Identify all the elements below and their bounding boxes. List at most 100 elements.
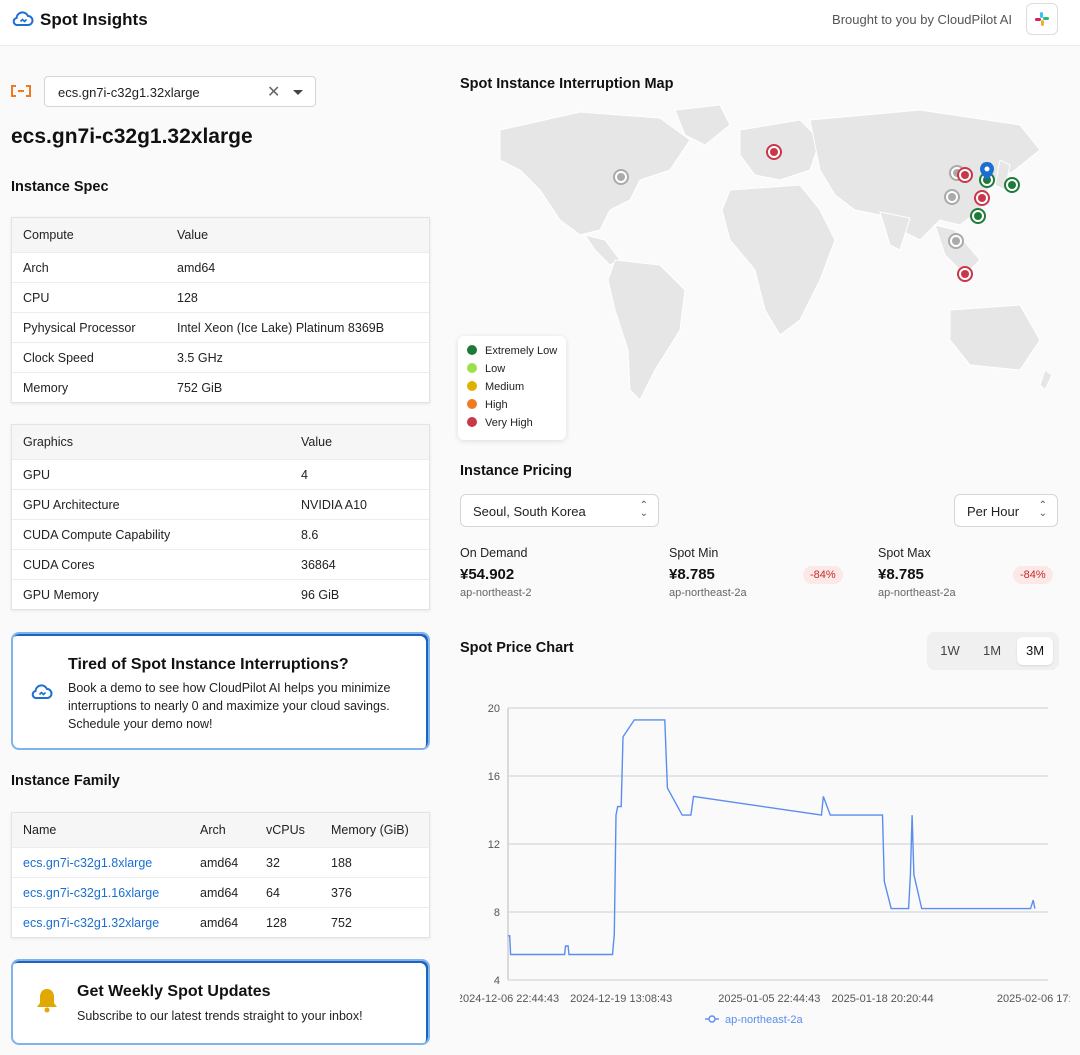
instance-family-heading: Instance Family [11, 773, 120, 789]
range-toggle: 1W 1M 3M [927, 632, 1059, 670]
family-arch: amd64 [200, 916, 239, 930]
spec-value: 128 [177, 291, 198, 305]
range-1m-button[interactable]: 1M [982, 643, 1002, 658]
x-tick-label: 2024-12-19 13:08:43 [570, 993, 672, 1005]
table-header-row: Compute Value [12, 218, 429, 252]
on-demand-region: ap-northeast-2 [460, 587, 532, 599]
map-land [809, 109, 1041, 241]
interruption-map[interactable] [460, 100, 1060, 420]
legend-item: High [467, 399, 508, 411]
slack-button[interactable] [1026, 3, 1058, 35]
legend-dot [467, 345, 477, 355]
column-header: vCPUs [266, 823, 305, 837]
period-select[interactable]: Per Hour ⌃ ⌄ [954, 494, 1058, 527]
promo-body: Book a demo to see how CloudPilot AI hel… [68, 681, 391, 731]
spot-min-region: ap-northeast-2a [669, 587, 747, 599]
compute-table: Compute Value Arch amd64 CPU 128 Pyhysic… [11, 217, 430, 403]
graphics-table: Graphics Value GPU 4 GPU Architecture NV… [11, 424, 430, 610]
table-row: ecs.gn7i-c32g1.8xlarge amd64 32 188 [12, 847, 429, 877]
spot-price-chart[interactable]: 4 8 12 16 20 2024-12-06 22:44:43 2024-12-19 13… [460, 690, 1070, 1030]
legend-dot [467, 381, 477, 391]
clear-icon[interactable]: ✕ [267, 84, 281, 101]
spec-value: NVIDIA A10 [301, 498, 368, 512]
legend-dot [467, 417, 477, 427]
savings-badge: -84% [803, 566, 843, 584]
spec-key: GPU Memory [23, 588, 99, 602]
family-arch: amd64 [200, 856, 239, 870]
promo-title: Get Weekly Spot Updates [77, 983, 271, 1000]
bell-icon [37, 989, 57, 1013]
family-vcpus: 32 [266, 856, 280, 870]
family-arch: amd64 [200, 886, 239, 900]
map-land [879, 211, 911, 251]
family-vcpus: 128 [266, 916, 287, 930]
x-tick-label: 2025-02-06 17:56:44 [997, 993, 1070, 1005]
legend-item: Extremely Low [467, 345, 557, 357]
instance-link[interactable]: ecs.gn7i-c32g1.8xlarge [23, 856, 153, 870]
range-3m-button[interactable]: 3M [1017, 637, 1053, 665]
chevron-down-icon[interactable] [293, 90, 303, 95]
demo-promo-card[interactable]: Tired of Spot Instance Interruptions? Bo… [11, 632, 430, 750]
spec-key: GPU [23, 468, 51, 482]
y-tick-label: 8 [494, 907, 500, 919]
y-tick-label: 20 [488, 703, 500, 715]
table-header-row: Graphics Value [12, 425, 429, 459]
x-tick-label: 2025-01-18 20:20:44 [831, 993, 933, 1005]
instance-type-select-value: ecs.gn7i-c32g1.32xlarge [58, 85, 200, 100]
spot-min-label: Spot Min [669, 546, 719, 560]
legend-dot [467, 363, 477, 373]
y-tick-label: 4 [494, 975, 500, 987]
instance-link[interactable]: ecs.gn7i-c32g1.32xlarge [23, 916, 160, 930]
spec-value: 96 GiB [301, 588, 340, 602]
legend-label: ap-northeast-2a [725, 1014, 804, 1026]
instance-link[interactable]: ecs.gn7i-c32g1.16xlarge [23, 886, 160, 900]
spec-key: Pyhysical Processor [23, 321, 136, 335]
map-land [721, 184, 836, 336]
legend-item: Very High [467, 417, 533, 429]
spec-value: 4 [301, 468, 308, 482]
map-markers [613, 144, 1020, 282]
table-row: Clock Speed 3.5 GHz [12, 342, 429, 372]
table-row: CUDA Compute Capability 8.6 [12, 519, 429, 549]
map-land [1039, 369, 1053, 391]
on-demand-label: On Demand [460, 546, 528, 560]
spec-key: Arch [23, 261, 49, 275]
spot-max-price: ¥8.785 [878, 566, 924, 583]
promo-title: Tired of Spot Instance Interruptions? [68, 656, 349, 673]
cloud-logo-icon [12, 11, 34, 27]
updown-icon: ⌃ ⌄ [639, 500, 648, 519]
table-row: GPU Memory 96 GiB [12, 579, 429, 609]
spot-min-price: ¥8.785 [669, 566, 715, 583]
instance-family-table: Name Arch vCPUs Memory (GiB) ecs.gn7i-c3… [11, 812, 430, 938]
map-legend: Extremely Low Low Medium High Very High [458, 336, 566, 440]
legend-marker [708, 1015, 716, 1023]
spec-key: GPU Architecture [23, 498, 120, 512]
spec-key: CUDA Compute Capability [23, 528, 171, 542]
on-demand-price: ¥54.902 [460, 566, 515, 583]
cloud-logo-icon [31, 684, 53, 700]
column-header: Name [23, 823, 57, 837]
spec-value: 8.6 [301, 528, 319, 542]
column-header: Compute [23, 228, 74, 242]
instance-type-select[interactable]: ecs.gn7i-c32g1.32xlarge ✕ [44, 76, 316, 107]
table-row: GPU Architecture NVIDIA A10 [12, 489, 429, 519]
brought-by-text[interactable]: Brought to you by CloudPilot AI [832, 12, 1012, 27]
spec-value: Intel Xeon (Ice Lake) Platinum 8369B [177, 321, 385, 335]
spec-value: 36864 [301, 558, 336, 572]
table-row: ecs.gn7i-c32g1.32xlarge amd64 128 752 [12, 907, 429, 937]
region-select[interactable]: Seoul, South Korea ⌃ ⌄ [460, 494, 659, 527]
map-land [949, 304, 1041, 371]
spec-key: CUDA Cores [23, 558, 95, 572]
column-header: Arch [200, 823, 226, 837]
table-row: Memory 752 GiB [12, 372, 429, 402]
subscribe-promo-card[interactable]: Get Weekly Spot Updates Subscribe to our… [11, 959, 430, 1045]
map-land [674, 104, 731, 146]
savings-badge: -84% [1013, 566, 1053, 584]
instance-spec-heading: Instance Spec [11, 179, 109, 195]
spec-value: 3.5 GHz [177, 351, 223, 365]
top-header: Spot Insights Brought to you by CloudPil… [0, 0, 1080, 46]
spot-max-label: Spot Max [878, 546, 931, 560]
map-land [607, 259, 686, 401]
range-1w-button[interactable]: 1W [940, 643, 960, 658]
map-heading: Spot Instance Interruption Map [460, 76, 674, 92]
